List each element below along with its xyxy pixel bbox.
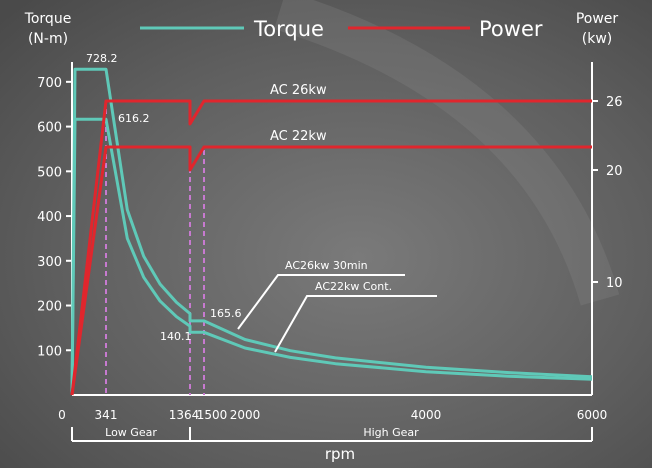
y-left-tick-label: 700	[37, 76, 62, 91]
x-tick-label: 1364	[169, 408, 200, 422]
y-left-tick-label: 200	[37, 300, 62, 315]
y-left-tick-label: 400	[37, 210, 62, 225]
y-right-tick-label: 26	[606, 95, 623, 110]
torque-curve-callout-line	[274, 295, 437, 353]
legend: Torque Power	[140, 17, 543, 41]
background-texture	[274, 0, 620, 306]
power-curve	[70, 99, 592, 396]
torque-curve-label: AC26kw 30min	[285, 259, 368, 272]
torque-value-label: 616.2	[118, 112, 150, 125]
legend-power-label: Power	[479, 17, 543, 41]
y-left-title-line2: (N-m)	[28, 31, 68, 47]
power-curve	[70, 145, 592, 396]
y-left-tick-label: 600	[37, 121, 62, 136]
power-line-label: AC 22kw	[270, 129, 327, 144]
x-tick-label: 4000	[411, 408, 442, 422]
torque-curve-callout-line	[237, 274, 405, 330]
torque-curve	[70, 117, 593, 396]
x-tick-label: 1500	[197, 408, 228, 422]
torque-curve-label: AC22kw Cont.	[315, 280, 392, 293]
y-right-tick-label: 20	[606, 164, 623, 179]
y-right-tick-label: 10	[606, 276, 623, 291]
x-tick-label: 341	[95, 408, 118, 422]
torque-value-label: 728.2	[86, 52, 118, 65]
y-right-title-line2: (kw)	[582, 31, 612, 47]
y-right-title-line1: Power	[576, 11, 619, 27]
torque-value-label: 165.6	[210, 307, 242, 320]
y-left-tick-label: 500	[37, 165, 62, 180]
y-left-tick-label: 100	[37, 344, 62, 359]
x-tick-label: 2000	[230, 408, 261, 422]
y-left-title-line1: Torque	[24, 11, 72, 27]
power-line-label: AC 26kw	[270, 83, 327, 98]
x-tick-label: 6000	[577, 408, 608, 422]
legend-torque-label: Torque	[253, 17, 324, 41]
gear-range-label: Low Gear	[105, 426, 157, 439]
x-tick-label: 0	[58, 408, 66, 422]
x-axis-title: rpm	[325, 445, 355, 463]
torque-value-label: 140.1	[160, 330, 192, 343]
y-left-tick-label: 300	[37, 255, 62, 270]
torque-curve	[70, 67, 593, 396]
gear-range-label: High Gear	[363, 426, 419, 439]
